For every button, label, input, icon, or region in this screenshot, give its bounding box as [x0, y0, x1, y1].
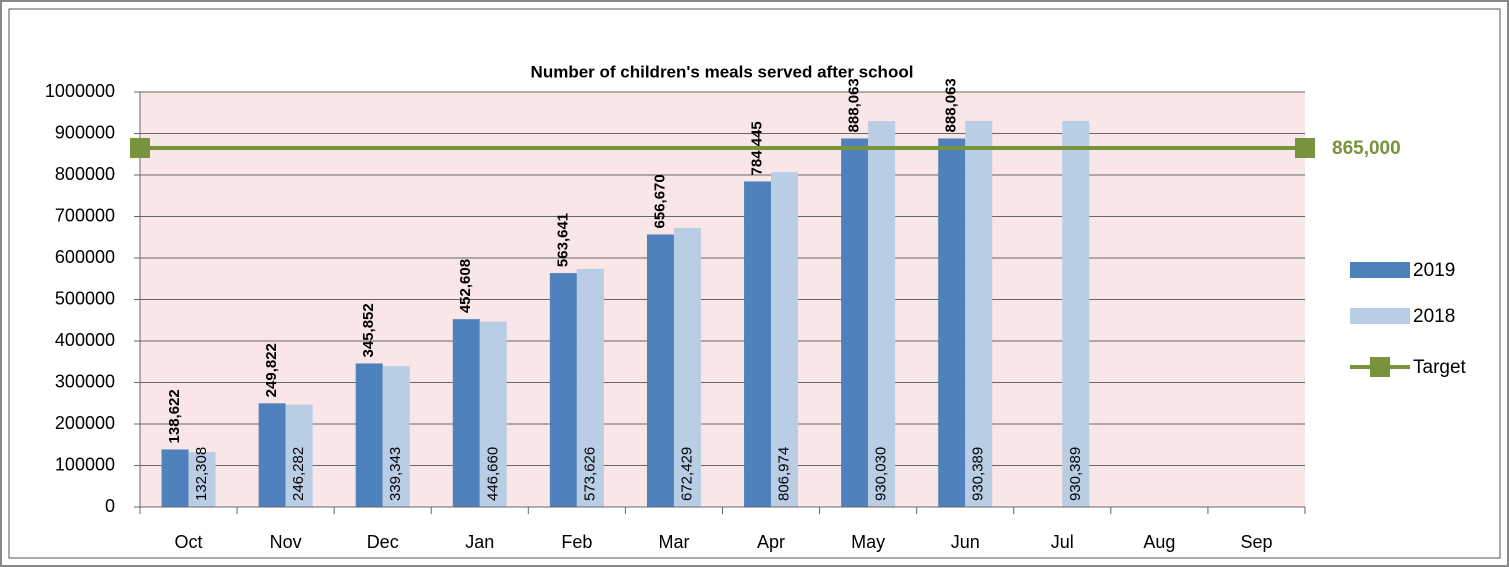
bar — [285, 404, 313, 507]
value-label: 888,063 — [846, 78, 863, 132]
value-label: 246,282 — [290, 447, 307, 501]
value-label: 249,822 — [263, 343, 280, 397]
target-marker — [130, 138, 150, 159]
legend-swatch — [1370, 357, 1390, 377]
x-tick-label: Mar — [658, 532, 689, 552]
x-tick-label: Sep — [1240, 532, 1272, 552]
bar — [673, 227, 701, 508]
y-tick-label: 100000 — [55, 454, 115, 474]
value-label: 452,608 — [457, 259, 474, 313]
x-tick-label: Apr — [757, 532, 785, 552]
value-label: 930,389 — [970, 447, 987, 501]
y-tick-label: 800000 — [55, 164, 115, 184]
target-label: 865,000 — [1332, 138, 1401, 159]
value-label: 672,429 — [678, 447, 695, 501]
x-tick-label: Jan — [465, 532, 494, 552]
x-tick-label: Aug — [1143, 532, 1175, 552]
value-label: 563,641 — [554, 213, 571, 267]
bar — [938, 138, 966, 507]
y-tick-label: 0 — [105, 496, 115, 516]
value-label: 888,063 — [943, 78, 960, 132]
target-marker — [1295, 138, 1315, 159]
bar — [646, 234, 674, 508]
y-tick-label: 500000 — [55, 288, 115, 308]
bar — [452, 319, 480, 507]
y-tick-label: 600000 — [55, 247, 115, 267]
x-tick-label: May — [851, 532, 885, 552]
value-label: 339,343 — [387, 447, 404, 501]
y-tick-label: 900000 — [55, 122, 115, 142]
legend-label: 2018 — [1413, 306, 1455, 327]
bar — [868, 121, 896, 508]
legend-label: 2019 — [1413, 260, 1455, 281]
x-tick-label: Oct — [175, 532, 203, 552]
value-label: 656,670 — [651, 174, 668, 228]
legend-label: Target — [1413, 357, 1467, 378]
value-label: 930,389 — [1067, 447, 1084, 501]
bar — [479, 321, 507, 507]
value-label: 345,852 — [360, 303, 377, 357]
bar — [841, 138, 869, 507]
bar — [161, 449, 189, 507]
legend-swatch — [1350, 262, 1410, 278]
x-tick-label: Dec — [367, 532, 399, 552]
value-label: 806,974 — [776, 447, 793, 501]
y-tick-label: 700000 — [55, 205, 115, 225]
bar — [1062, 120, 1090, 508]
bar — [258, 403, 286, 507]
value-label: 930,030 — [873, 447, 890, 501]
bar — [355, 363, 383, 507]
x-tick-label: Jun — [951, 532, 980, 552]
x-tick-label: Feb — [561, 532, 592, 552]
value-label: 132,308 — [193, 447, 210, 501]
y-tick-label: 1000000 — [45, 81, 115, 101]
x-tick-label: Nov — [270, 532, 302, 552]
chart-title: Number of children's meals served after … — [531, 62, 914, 81]
y-tick-label: 400000 — [55, 330, 115, 350]
bar — [188, 452, 216, 507]
bar — [576, 268, 604, 507]
value-label: 446,660 — [484, 447, 501, 501]
bar — [549, 273, 577, 507]
bar — [965, 120, 993, 508]
bar — [744, 181, 772, 507]
bar — [382, 366, 410, 507]
y-tick-label: 200000 — [55, 413, 115, 433]
value-label: 138,622 — [166, 389, 183, 443]
value-label: 573,626 — [581, 447, 598, 501]
x-tick-label: Jul — [1051, 532, 1074, 552]
bar — [771, 172, 799, 508]
legend-swatch — [1350, 308, 1410, 324]
y-tick-label: 300000 — [55, 371, 115, 391]
